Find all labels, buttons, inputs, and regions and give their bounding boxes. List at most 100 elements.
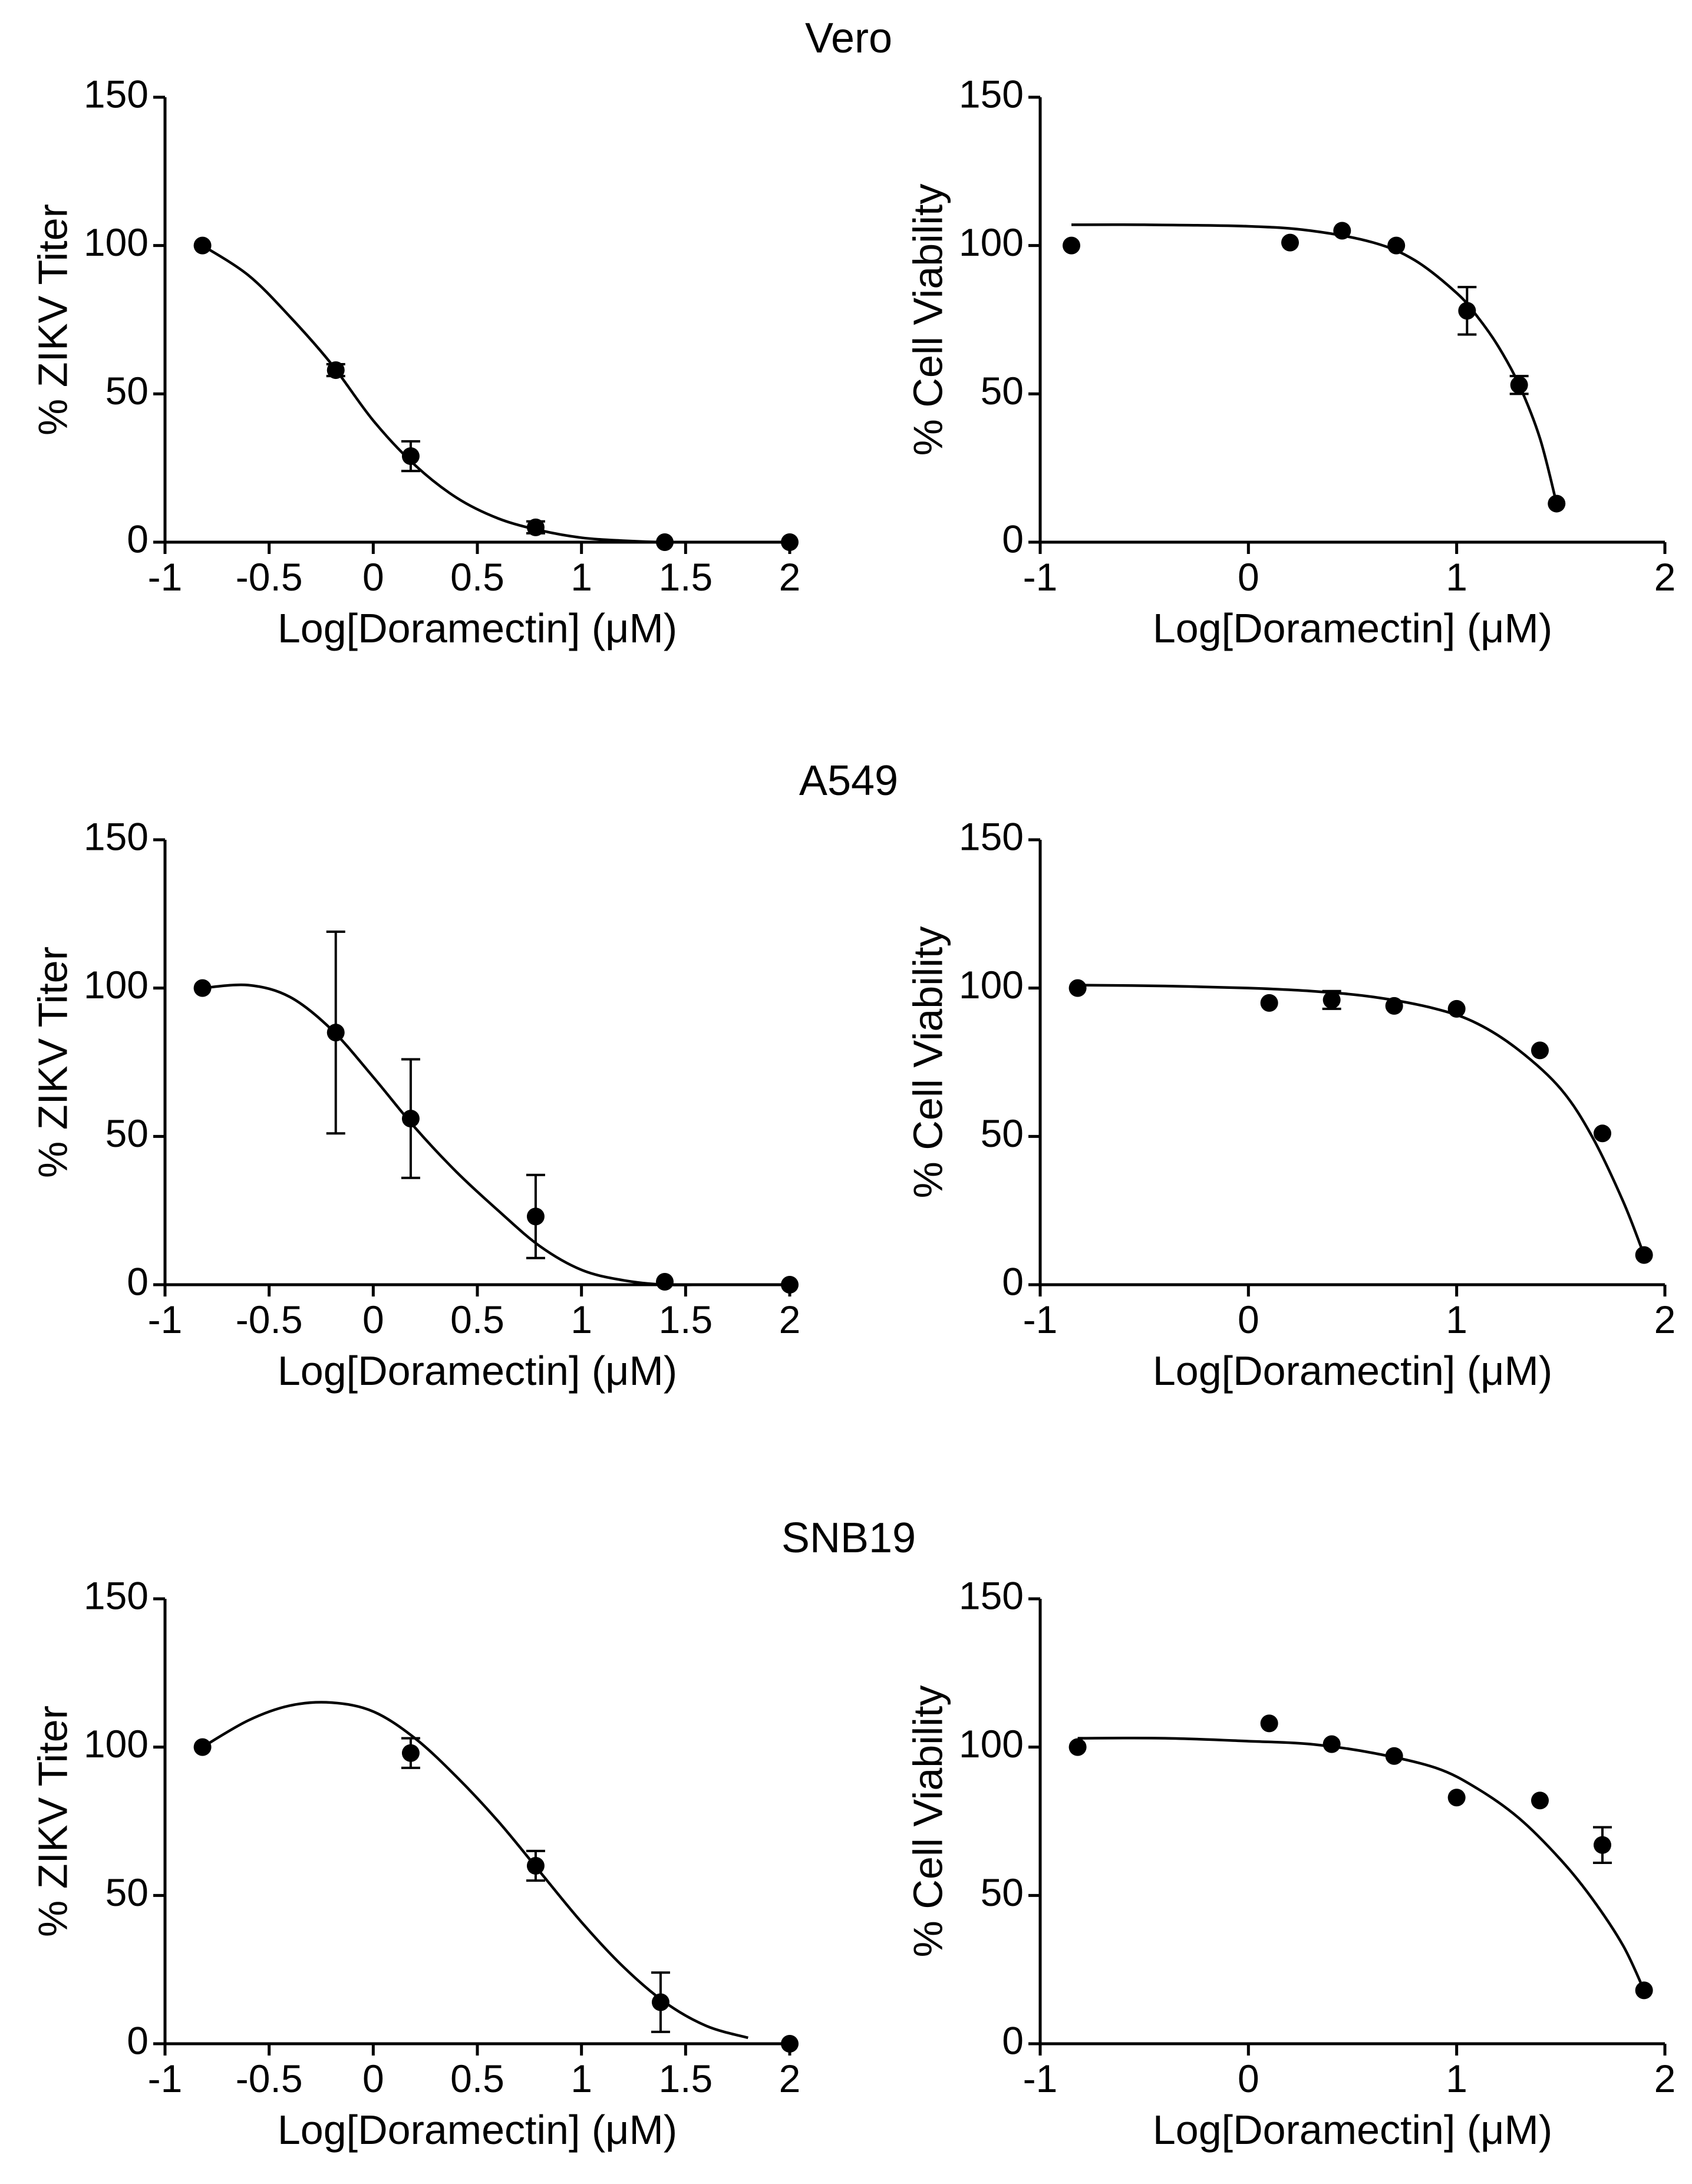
y-axis-title: % Cell Viability (905, 184, 951, 456)
x-tick-label: -0.5 (236, 2057, 303, 2100)
y-tick-label: 150 (84, 1573, 149, 1617)
x-axis-title: Log[Doramectin] (μM) (278, 1348, 677, 1394)
data-point (1447, 999, 1466, 1018)
y-tick-label: 100 (84, 220, 149, 264)
data-point (1068, 979, 1087, 997)
data-point (781, 1276, 799, 1294)
x-tick-label: 0 (1238, 1298, 1259, 1341)
data-point (1510, 376, 1528, 394)
x-tick-label: 1 (570, 2057, 592, 2100)
row-title-vero: Vero (805, 15, 892, 62)
y-tick-label: 150 (959, 72, 1024, 116)
data-point (1387, 236, 1406, 255)
x-tick-label: -0.5 (236, 1298, 303, 1341)
y-axis-title: % Cell Viability (905, 1685, 951, 1958)
x-tick-label: -1 (1023, 555, 1058, 599)
data-point (656, 1272, 674, 1291)
x-axis-title: Log[Doramectin] (μM) (1153, 1348, 1552, 1394)
data-point (1333, 222, 1351, 240)
x-tick-label: 1 (570, 1298, 592, 1341)
y-tick-label: 0 (1002, 2018, 1024, 2062)
x-tick-label: -0.5 (236, 555, 303, 599)
data-point (401, 1110, 420, 1128)
y-tick-label: 50 (981, 1870, 1024, 1914)
x-axis-title: Log[Doramectin] (μM) (1153, 2107, 1552, 2153)
data-point (326, 361, 345, 380)
y-tick-label: 50 (981, 1111, 1024, 1155)
x-tick-label: 0 (1238, 555, 1259, 599)
data-point (1322, 991, 1341, 1009)
y-axis-title: % ZIKV Titer (29, 204, 75, 436)
y-tick-label: 100 (959, 963, 1024, 1007)
data-point (526, 518, 545, 536)
x-tick-label: -1 (1023, 1298, 1058, 1341)
row-title-a549: A549 (799, 757, 898, 804)
data-point (1635, 1981, 1653, 2000)
x-tick-label: 1.5 (658, 555, 713, 599)
data-point (1385, 997, 1403, 1015)
y-tick-label: 100 (959, 1722, 1024, 1766)
x-tick-label: 2 (1654, 2057, 1676, 2100)
y-axis-title: % Cell Viability (905, 926, 951, 1199)
x-axis-title: Log[Doramectin] (μM) (278, 2107, 677, 2153)
y-tick-label: 0 (127, 2018, 149, 2062)
y-tick-label: 100 (84, 963, 149, 1007)
data-point (326, 1024, 345, 1042)
x-axis-title: Log[Doramectin] (μM) (278, 605, 677, 651)
data-point (1635, 1246, 1653, 1264)
panel-a549-zikv-titer: 0 50 100 150 -1 -0.5 0 0.5 1 1.5 2 Log[Doramectin] … (29, 814, 800, 1394)
x-tick-label: 0 (362, 555, 384, 599)
y-tick-label: 150 (959, 1573, 1024, 1617)
x-tick-label: -1 (148, 2057, 183, 2100)
data-point (1458, 302, 1476, 320)
x-tick-label: 0 (362, 2057, 384, 2100)
data-point (1594, 1124, 1611, 1143)
x-tick-label: 2 (779, 1298, 801, 1341)
x-tick-label: 1 (1446, 555, 1467, 599)
data-point (193, 979, 212, 997)
y-tick-label: 100 (959, 220, 1024, 264)
y-axis-title: % ZIKV Titer (29, 946, 75, 1178)
x-tick-label: 1 (1446, 1298, 1467, 1341)
data-point (1548, 494, 1566, 513)
y-tick-label: 50 (105, 369, 149, 413)
fit-curve (1077, 984, 1645, 1256)
y-tick-label: 0 (1002, 517, 1024, 560)
y-tick-label: 150 (84, 72, 149, 116)
data-point (1531, 1041, 1549, 1060)
y-tick-label: 100 (84, 1722, 149, 1766)
data-point (401, 1744, 420, 1762)
x-tick-label: 0.5 (450, 555, 504, 599)
data-point (1068, 1738, 1087, 1756)
data-point (401, 447, 420, 466)
x-tick-label: -1 (148, 1298, 183, 1341)
x-tick-label: 1 (570, 555, 592, 599)
x-tick-label: 2 (779, 2057, 801, 2100)
x-tick-label: 2 (1654, 1298, 1676, 1341)
x-tick-label: 0.5 (450, 2057, 504, 2100)
data-point (1447, 1789, 1466, 1807)
x-tick-label: 1.5 (658, 1298, 713, 1341)
data-point (1260, 994, 1278, 1012)
x-tick-label: -1 (1023, 2057, 1058, 2100)
data-point (651, 1993, 669, 2011)
data-point (193, 236, 212, 255)
y-tick-label: 0 (127, 517, 149, 560)
data-point (1594, 1836, 1611, 1854)
fit-curve (1077, 1736, 1645, 1991)
x-tick-label: 2 (1654, 555, 1676, 599)
x-tick-label: 0 (1238, 2057, 1259, 2100)
data-point (526, 1208, 545, 1226)
data-point (526, 1857, 545, 1875)
data-point (1063, 236, 1080, 255)
x-tick-label: 0 (362, 1298, 384, 1341)
data-point (193, 1738, 212, 1756)
data-point (781, 2035, 799, 2053)
data-point (1322, 1735, 1341, 1753)
data-point (1281, 233, 1299, 252)
y-axis-title: % ZIKV Titer (29, 1705, 75, 1937)
